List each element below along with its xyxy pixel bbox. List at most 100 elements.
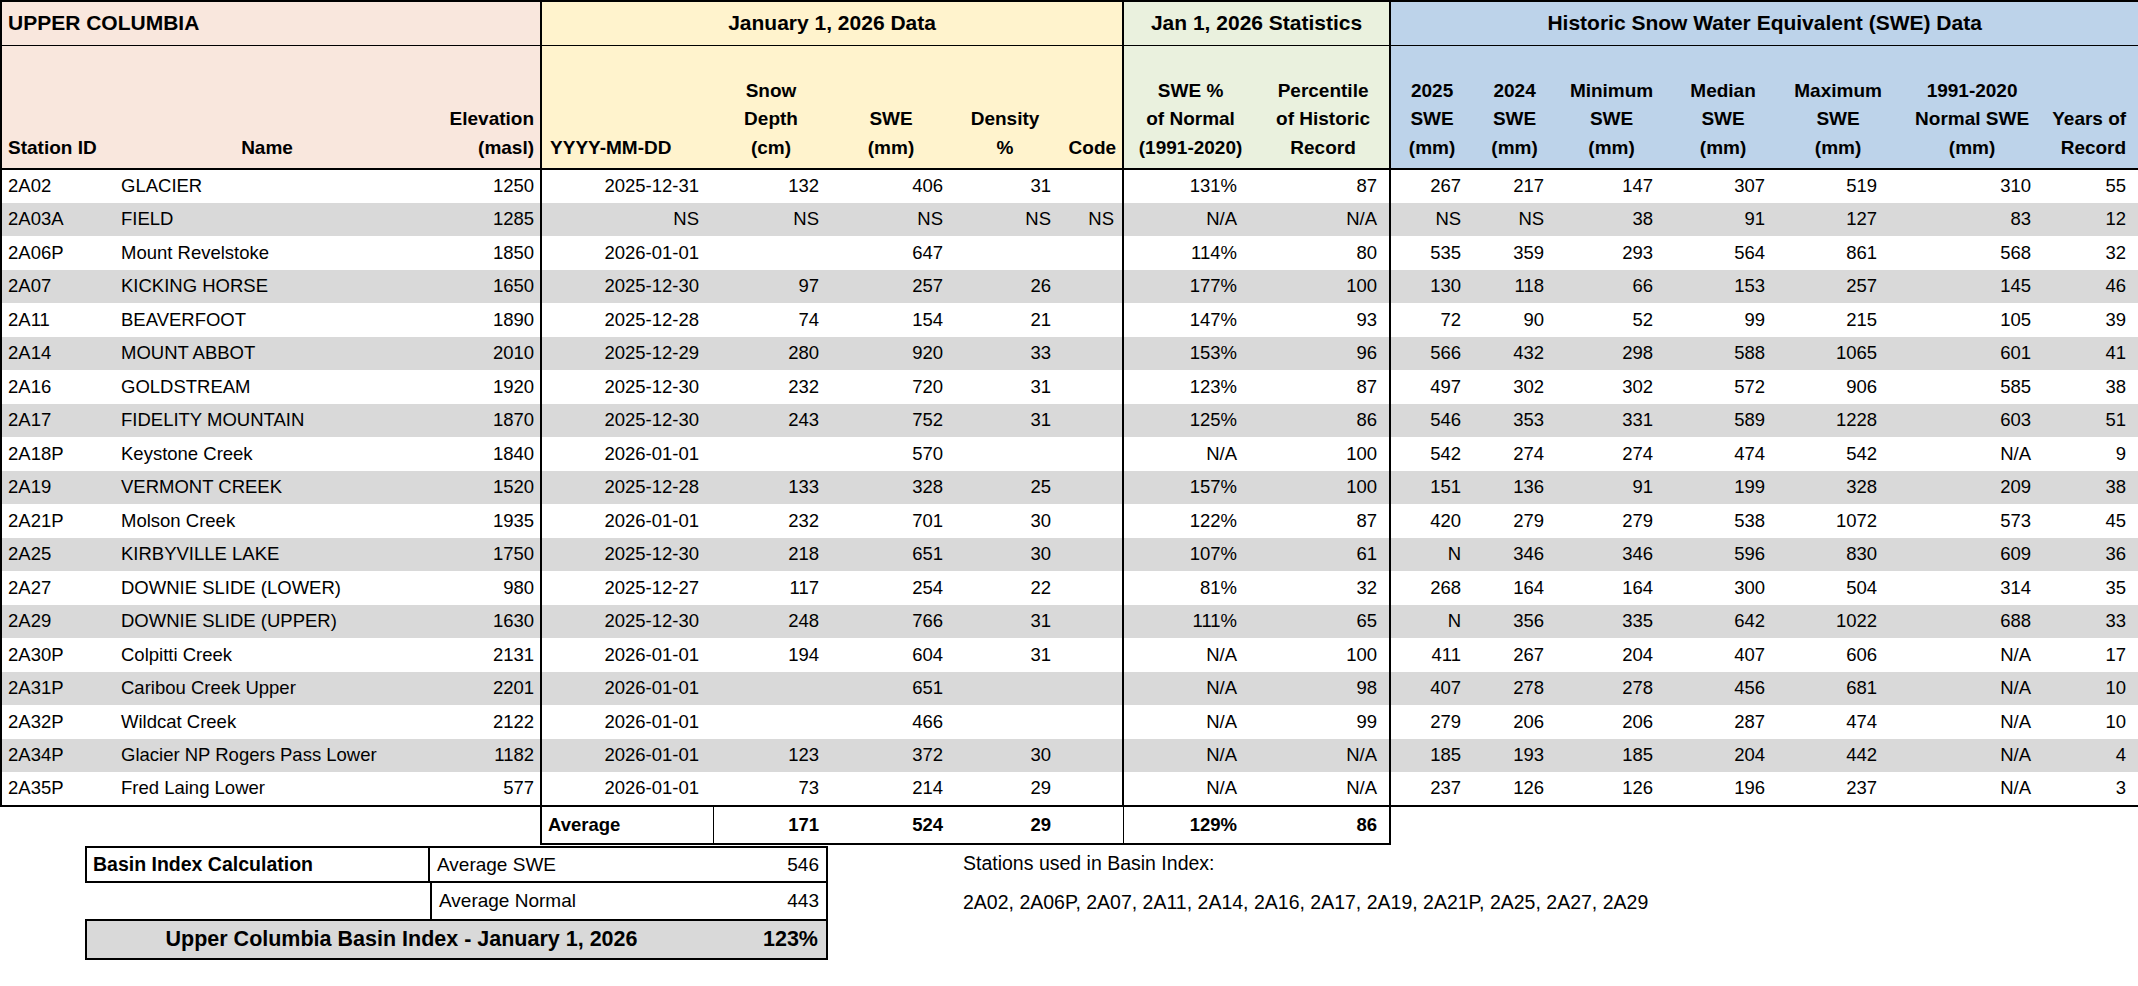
cell-elevation: 2122	[421, 705, 541, 739]
cell-elevation: 1182	[421, 739, 541, 773]
header-swe-max: Maximum SWE (mm)	[1779, 45, 1897, 169]
cell-station-name: Mount Revelstoke	[113, 236, 421, 270]
cell-swe: 920	[829, 337, 953, 371]
cell-swe-max: 504	[1779, 571, 1897, 605]
cell-percentile: 86	[1257, 404, 1390, 438]
cell-percentile: 100	[1257, 270, 1390, 304]
section-title-row: UPPER COLUMBIA January 1, 2026 Data Jan …	[1, 1, 2138, 45]
cell-normal-swe: 314	[1897, 571, 2047, 605]
cell-swe-2025: 268	[1390, 571, 1473, 605]
cell-swe-max: 1072	[1779, 504, 1897, 538]
cell-station-id: 2A16	[1, 370, 113, 404]
cell-code	[1057, 303, 1123, 337]
cell-swe: 257	[829, 270, 953, 304]
cell-pct-normal: 131%	[1123, 169, 1257, 203]
cell-percentile: 96	[1257, 337, 1390, 371]
cell-pct-normal: N/A	[1123, 437, 1257, 471]
cell-swe-min: 164	[1556, 571, 1667, 605]
cell-code	[1057, 705, 1123, 739]
cell-percentile: 87	[1257, 504, 1390, 538]
header-swe-2024: 2024 SWE (mm)	[1473, 45, 1556, 169]
cell-swe-2024: 267	[1473, 638, 1556, 672]
header-code: Code	[1057, 45, 1123, 169]
cell-snow-depth: 73	[713, 772, 829, 806]
cell-date: 2025-12-30	[541, 404, 713, 438]
cell-swe-2025: N	[1390, 538, 1473, 572]
cell-station-id: 2A30P	[1, 638, 113, 672]
average-row: Average 171 524 29 129% 86	[1, 806, 2138, 844]
cell-station-name: Caribou Creek Upper	[113, 672, 421, 706]
cell-pct-normal: 107%	[1123, 538, 1257, 572]
cell-station-name: DOWNIE SLIDE (LOWER)	[113, 571, 421, 605]
cell-pct-normal: 81%	[1123, 571, 1257, 605]
cell-normal-swe: 603	[1897, 404, 2047, 438]
cell-station-id: 2A29	[1, 605, 113, 639]
average-row-group: Average 171 524 29 129% 86	[1, 806, 2138, 844]
cell-years: 32	[2047, 236, 2138, 270]
cell-swe-max: 606	[1779, 638, 1897, 672]
cell-normal-swe: 83	[1897, 203, 2047, 237]
cell-station-id: 2A14	[1, 337, 113, 371]
basin-index-avg-normal-cell: Average Normal 443	[430, 883, 828, 919]
cell-swe: 651	[829, 672, 953, 706]
cell-swe-median: 572	[1667, 370, 1779, 404]
cell-swe-2025: 535	[1390, 236, 1473, 270]
stations-note: Stations used in Basin Index: 2A02, 2A06…	[963, 851, 1648, 914]
cell-density: 22	[953, 571, 1057, 605]
cell-station-name: GLACIER	[113, 169, 421, 203]
cell-swe-2025: 72	[1390, 303, 1473, 337]
cell-swe-max: 442	[1779, 739, 1897, 773]
cell-snow-depth: NS	[713, 203, 829, 237]
section-current-data: January 1, 2026 Data	[541, 1, 1123, 45]
table-row: 2A14 MOUNT ABBOT 2010 2025-12-29 280 920…	[1, 337, 2138, 371]
cell-swe-median: 564	[1667, 236, 1779, 270]
cell-density: NS	[953, 203, 1057, 237]
cell-elevation: 1520	[421, 471, 541, 505]
cell-swe-2025: N	[1390, 605, 1473, 639]
cell-swe-2025: 546	[1390, 404, 1473, 438]
cell-swe-2025: 566	[1390, 337, 1473, 371]
cell-station-id: 2A11	[1, 303, 113, 337]
cell-station-name: Wildcat Creek	[113, 705, 421, 739]
cell-percentile: 87	[1257, 370, 1390, 404]
cell-normal-swe: N/A	[1897, 672, 2047, 706]
cell-swe-min: 302	[1556, 370, 1667, 404]
cell-swe-2025: 407	[1390, 672, 1473, 706]
cell-swe-min: 331	[1556, 404, 1667, 438]
cell-percentile: N/A	[1257, 772, 1390, 806]
cell-pct-normal: N/A	[1123, 638, 1257, 672]
table-row: 2A34P Glacier NP Rogers Pass Lower 1182 …	[1, 739, 2138, 773]
cell-code	[1057, 739, 1123, 773]
cell-swe-max: 1065	[1779, 337, 1897, 371]
cell-station-id: 2A03A	[1, 203, 113, 237]
cell-swe-median: 153	[1667, 270, 1779, 304]
cell-years: 12	[2047, 203, 2138, 237]
header-density: Density %	[953, 45, 1057, 169]
cell-date: 2026-01-01	[541, 705, 713, 739]
cell-swe-min: 274	[1556, 437, 1667, 471]
table-row: 2A30P Colpitti Creek 2131 2026-01-01 194…	[1, 638, 2138, 672]
header-swe-2025: 2025 SWE (mm)	[1390, 45, 1473, 169]
cell-elevation: 1850	[421, 236, 541, 270]
cell-date: 2025-12-30	[541, 370, 713, 404]
cell-swe-median: 589	[1667, 404, 1779, 438]
cell-pct-normal: N/A	[1123, 739, 1257, 773]
cell-snow-depth	[713, 437, 829, 471]
cell-swe-2024: NS	[1473, 203, 1556, 237]
cell-swe: 254	[829, 571, 953, 605]
cell-swe-min: 52	[1556, 303, 1667, 337]
table-row: 2A03A FIELD 1285 NS NS NS NS NS N/A N/A …	[1, 203, 2138, 237]
cell-density: 30	[953, 739, 1057, 773]
cell-code	[1057, 638, 1123, 672]
cell-station-id: 2A19	[1, 471, 113, 505]
cell-density: 21	[953, 303, 1057, 337]
cell-elevation: 1840	[421, 437, 541, 471]
header-swe: SWE (mm)	[829, 45, 953, 169]
cell-code	[1057, 571, 1123, 605]
cell-code	[1057, 270, 1123, 304]
stations-note-heading: Stations used in Basin Index:	[963, 851, 1648, 875]
cell-station-name: BEAVERFOOT	[113, 303, 421, 337]
cell-swe-2024: 164	[1473, 571, 1556, 605]
cell-elevation: 1285	[421, 203, 541, 237]
cell-swe-2025: NS	[1390, 203, 1473, 237]
